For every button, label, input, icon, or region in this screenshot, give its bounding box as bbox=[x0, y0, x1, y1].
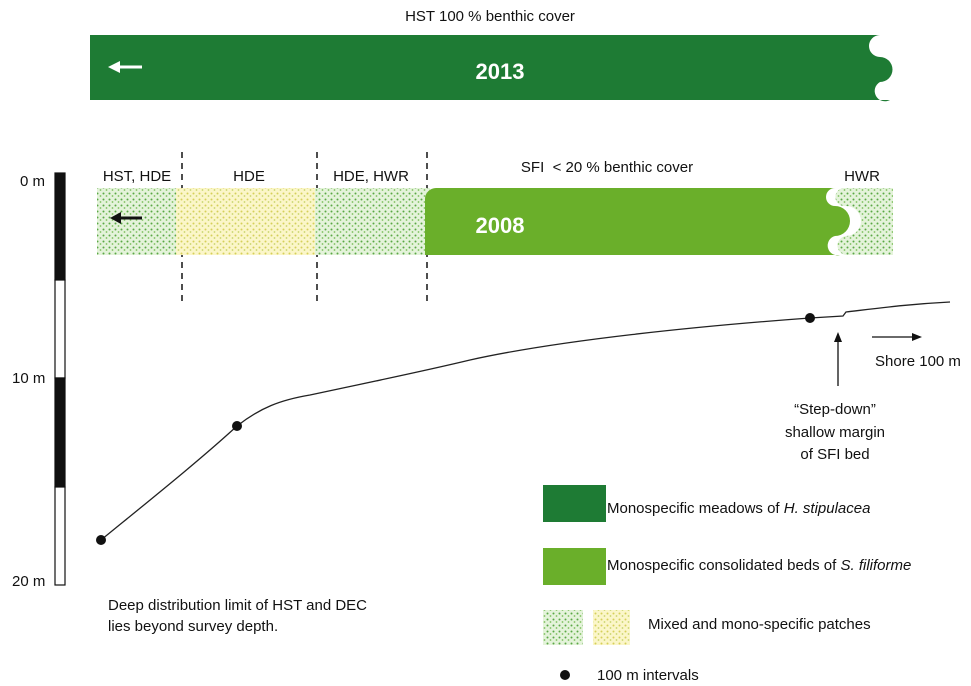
legend-text: 100 m intervals bbox=[597, 667, 699, 684]
legend-italic: S. filiforme bbox=[840, 557, 911, 574]
year-2008: 2008 bbox=[476, 213, 525, 238]
legend-swatch bbox=[543, 610, 583, 645]
legend-dot bbox=[560, 670, 570, 680]
hwr-label: HWR bbox=[844, 168, 880, 185]
step-down-text: “Step-down” bbox=[794, 401, 876, 418]
legend-text: Monospecific meadows of H. stipulacea bbox=[607, 500, 870, 517]
note-text: Deep distribution limit of HST and DEC bbox=[108, 597, 367, 614]
zone-label: HDE, HWR bbox=[333, 168, 409, 185]
yellow-patch bbox=[176, 188, 320, 255]
depth-label: 20 m bbox=[12, 573, 45, 590]
legend-text: Mixed and mono-specific patches bbox=[648, 616, 871, 633]
legend-swatch bbox=[543, 548, 606, 585]
year-2013: 2013 bbox=[476, 59, 525, 84]
diagram: HST 100 % benthic cover 2013 HST, HDE HD… bbox=[0, 0, 971, 686]
mixed-patch bbox=[315, 188, 430, 255]
step-down-text: shallow margin bbox=[785, 424, 885, 441]
step-arrow bbox=[834, 332, 842, 386]
shore-arrow bbox=[872, 333, 922, 341]
legend-swatch bbox=[543, 485, 606, 522]
depth-label: 0 m bbox=[20, 173, 45, 190]
step-down-text: of SFI bed bbox=[800, 446, 869, 463]
mixed-patch bbox=[97, 188, 182, 255]
note-text: lies beyond survey depth. bbox=[108, 618, 278, 635]
zone-label: HDE bbox=[233, 168, 265, 185]
sfi-caption: SFI < 20 % benthic cover bbox=[521, 159, 693, 176]
depth-label: 10 m bbox=[12, 370, 45, 387]
depth-scale bbox=[55, 173, 65, 585]
shore-label: Shore 100 m bbox=[875, 353, 961, 370]
legend-text: Monospecific meadows of bbox=[607, 500, 784, 517]
zone-label: HST, HDE bbox=[103, 168, 171, 185]
top-caption: HST 100 % benthic cover bbox=[405, 8, 575, 25]
legend-text: Monospecific consolidated beds of bbox=[607, 557, 840, 574]
legend-italic: H. stipulacea bbox=[784, 500, 871, 517]
legend-text: Monospecific consolidated beds of S. fil… bbox=[607, 557, 911, 574]
legend-swatch bbox=[593, 610, 630, 645]
